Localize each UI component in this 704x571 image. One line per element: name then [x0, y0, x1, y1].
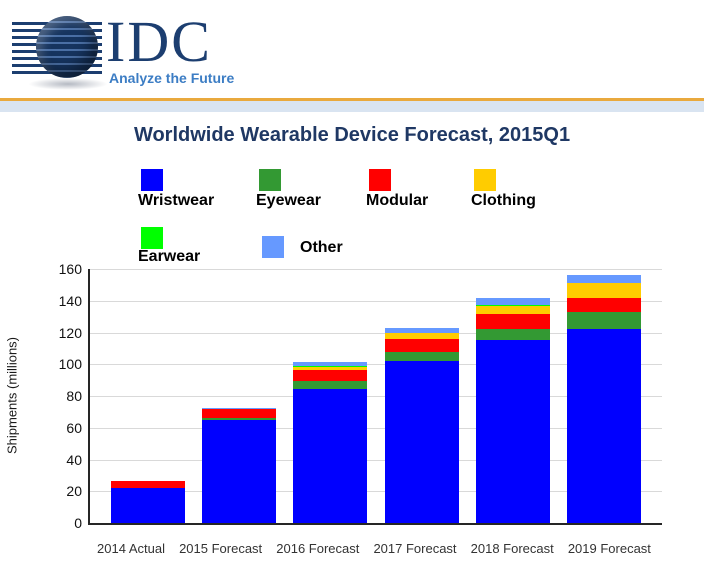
legend-label-modular: Modular [366, 192, 429, 209]
chart-title: Worldwide Wearable Device Forecast, 2015… [133, 124, 571, 146]
y-tick-label: 160 [58, 261, 82, 277]
x-axis-category-label: 2017 Forecast [373, 541, 457, 556]
gridline [90, 364, 662, 366]
legend-swatch-wristwear [141, 169, 163, 191]
legend-label-earwear: Earwear [138, 248, 201, 265]
y-tick-label: 20 [66, 483, 82, 500]
bar-segment-modular [293, 370, 368, 382]
bar-segment-other [567, 275, 642, 283]
bar-segment-wristwear [201, 419, 276, 523]
stacked-bar-2018-forecast [475, 298, 550, 523]
bar-segment-clothing [384, 333, 459, 339]
y-tick-label: 0 [74, 515, 82, 531]
bar-segment-other [293, 362, 368, 367]
y-tick-label: 80 [66, 388, 82, 404]
legend-swatch-earwear [141, 227, 163, 249]
gridline [90, 491, 662, 493]
stacked-bar-2014-actual [110, 480, 185, 523]
logo-shadow [28, 78, 108, 90]
y-axis-label: Shipments (millions) [4, 336, 20, 455]
stacked-bar-2017-forecast [384, 328, 459, 523]
legend-label-clothing: Clothing [471, 192, 536, 209]
y-axis-ticks: 0 20 40 60 80 100 120 140 160 [38, 261, 82, 531]
bar-segment-clothing [567, 283, 642, 299]
bar-segment-modular [110, 481, 185, 488]
logo-text: IDC [106, 9, 212, 74]
bar-segment-eyewear [384, 351, 459, 362]
logo-tagline: Analyze the Future [109, 70, 235, 86]
bar-segment-wristwear [567, 328, 642, 523]
gridline [90, 459, 662, 461]
y-tick-label: 120 [58, 324, 82, 341]
bar-segment-eyewear [567, 311, 642, 329]
bar-row [90, 269, 662, 523]
y-tick-label: 40 [66, 451, 82, 468]
bar-segment-wristwear [293, 388, 368, 523]
bar-segment-modular [475, 314, 550, 329]
stacked-bar-2016-forecast [293, 362, 368, 523]
bar-segment-eyewear [293, 381, 368, 389]
gridline [90, 427, 662, 429]
gridline [90, 332, 662, 334]
y-tick-label: 100 [58, 356, 82, 373]
bar-segment-modular [384, 338, 459, 352]
legend-label-other: Other [300, 239, 343, 256]
y-tick-label: 140 [58, 292, 82, 309]
x-axis-labels: 2014 Actual 2015 Forecast 2016 Forecast 201… [88, 541, 660, 556]
bar-segment-clothing [475, 305, 550, 315]
bar-segment-modular [567, 298, 642, 312]
bar-segment-other [384, 328, 459, 334]
legend-swatch-clothing [474, 169, 496, 191]
header-separator-band [0, 101, 704, 112]
bar-segment-wristwear [475, 340, 550, 523]
bar-segment-eyewear [201, 417, 276, 420]
x-axis-category-label: 2014 Actual [97, 541, 165, 556]
bar-segment-wristwear [110, 488, 185, 523]
legend-swatch-modular [369, 169, 391, 191]
idc-logo: IDC Analyze the Future [10, 9, 310, 94]
gridline [90, 300, 662, 302]
header: IDC Analyze the Future [0, 0, 704, 98]
bar-segment-clothing [293, 366, 368, 371]
legend-label-wristwear: Wristwear [138, 192, 215, 209]
stacked-bar-2019-forecast [567, 275, 642, 523]
legend-swatch-eyewear [259, 169, 281, 191]
stacked-bar-2015-forecast [201, 408, 276, 523]
gridline [90, 396, 662, 397]
y-tick-label: 60 [66, 419, 82, 436]
bar-segment-eyewear [475, 328, 550, 341]
x-axis-category-label: 2015 Forecast [179, 541, 263, 556]
bar-segment-other [475, 298, 550, 306]
bar-segment-wristwear [384, 361, 459, 523]
legend-label-eyewear: Eyewear [256, 192, 321, 209]
gridline [90, 269, 662, 270]
x-axis-category-label: 2016 Forecast [276, 541, 360, 556]
x-axis-category-label: 2019 Forecast [567, 541, 651, 556]
x-axis-category-label: 2018 Forecast [470, 541, 554, 556]
bar-segment-modular [201, 409, 276, 418]
header-separator-gold [0, 98, 704, 101]
legend-swatch-other [262, 236, 284, 258]
globe-icon [36, 16, 98, 78]
plot-area [88, 269, 662, 525]
